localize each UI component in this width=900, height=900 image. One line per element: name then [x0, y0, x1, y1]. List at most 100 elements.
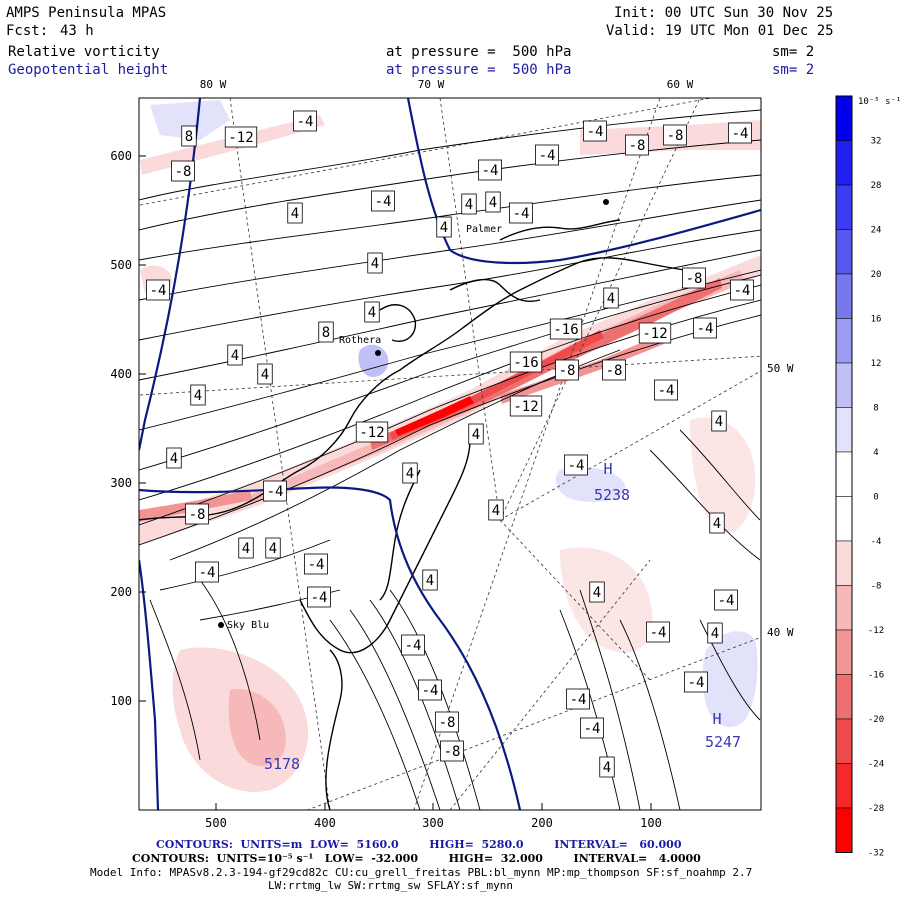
svg-text:-4: -4 [570, 692, 587, 708]
contour-label: -4 [714, 589, 738, 611]
colorbar-label: -32 [868, 849, 884, 859]
svg-text:-4: -4 [688, 675, 705, 691]
vorticity-shading [139, 100, 761, 792]
field1-name: Relative vorticity [8, 44, 160, 60]
contour-label: -12 [224, 126, 258, 148]
colorbar-swatch [835, 674, 853, 720]
contour-label: -8 [185, 503, 209, 525]
colorbar-label: -24 [868, 760, 884, 770]
svg-text:-4: -4 [311, 590, 328, 606]
colorbar-swatch [835, 273, 853, 319]
y-tick-label: 600 [110, 149, 132, 163]
svg-text:-4: -4 [482, 163, 499, 179]
axis-ticks [139, 155, 652, 810]
forecast-label: Fcst: [6, 23, 49, 39]
colorbar-swatch [835, 362, 853, 408]
field2-name: Geopotential height [8, 62, 169, 78]
colorbar-swatch [835, 318, 853, 364]
high-pressure-marker: H [712, 710, 721, 728]
svg-text:-4: -4 [513, 206, 530, 222]
svg-text:-4: -4 [732, 126, 749, 142]
colorbar-label: -16 [868, 671, 884, 681]
svg-text:4: 4 [713, 516, 721, 532]
colorbar-label: -4 [871, 537, 882, 547]
svg-text:-4: -4 [267, 484, 284, 500]
contour-label: 4 [287, 202, 303, 224]
contour-label: -8 [602, 359, 626, 381]
contour-label: -4 [478, 159, 502, 181]
colorbar-swatch [835, 407, 853, 453]
footer-vorticity-contours: CONTOURS: UNITS=10⁻⁵ s⁻¹ LOW= -32.000 HI… [132, 852, 701, 865]
station-marker-rothera [375, 350, 381, 356]
valid-time: Valid: 19 UTC Mon 01 Dec 25 [606, 23, 834, 39]
contour-label: -4 [535, 144, 559, 166]
field2-smoothing: sm= 2 [772, 62, 815, 78]
svg-text:-8: -8 [175, 164, 192, 180]
svg-text:4: 4 [371, 256, 379, 272]
model-title: AMPS Peninsula MPAS [6, 5, 167, 21]
contour-label: 4 [238, 537, 254, 559]
svg-text:4: 4 [492, 503, 500, 519]
contour-label: -4 [646, 621, 670, 643]
svg-text:-8: -8 [444, 744, 461, 760]
contour-label: 4 [707, 622, 723, 644]
contour-label: 4 [166, 447, 182, 469]
y-tick-label: 300 [110, 476, 132, 490]
svg-text:-4: -4 [650, 625, 667, 641]
colorbar-label: 32 [871, 137, 882, 147]
x-tick-label: 400 [314, 816, 336, 830]
svg-text:4: 4 [406, 466, 414, 482]
contour-label: -8 [440, 740, 464, 762]
contour-label: -4 [728, 122, 752, 144]
svg-text:4: 4 [489, 195, 497, 211]
svg-text:4: 4 [465, 197, 473, 213]
contour-label: -4 [304, 553, 328, 575]
contour-label: 4 [461, 193, 477, 215]
colorbar-swatch [835, 184, 853, 230]
station-marker-palmer [603, 199, 609, 205]
svg-text:4: 4 [242, 541, 250, 557]
station-markers [218, 199, 609, 628]
longitude-label: 60 W [667, 78, 694, 91]
svg-text:-8: -8 [559, 363, 576, 379]
x-tick-label: 300 [422, 816, 444, 830]
contour-label: 4 [227, 344, 243, 366]
svg-text:-4: -4 [539, 148, 556, 164]
svg-text:4: 4 [607, 291, 615, 307]
contour-label: 4 [265, 537, 281, 559]
contour-label: -12 [355, 421, 389, 443]
svg-text:-16: -16 [513, 355, 538, 371]
contour-label: 4 [257, 363, 273, 385]
contour-label: -16 [549, 318, 583, 340]
svg-text:-8: -8 [629, 138, 646, 154]
svg-text:-4: -4 [150, 283, 167, 299]
svg-text:-4: -4 [297, 114, 314, 130]
y-tick-label: 200 [110, 585, 132, 599]
contour-labels: 8 -12-4-8-4-8-8 -4-4-44 -4444-44-44844-8-16… [146, 110, 754, 778]
svg-text:-8: -8 [189, 507, 206, 523]
contour-label: 4 [468, 423, 484, 445]
contour-label: 4 [709, 512, 725, 534]
colorbar-label: -20 [868, 715, 884, 725]
contour-label: -8 [555, 359, 579, 381]
init-time: Init: 00 UTC Sun 30 Nov 25 [614, 5, 834, 21]
high-pressure-value: 5247 [705, 733, 741, 751]
colorbar-label: 28 [871, 181, 882, 191]
station-label: Rothera [339, 335, 381, 346]
contour-label: -8 [435, 711, 459, 733]
contour-label: 4 [603, 287, 619, 309]
colorbar-label: -12 [868, 626, 884, 636]
contour-label: -4 [293, 110, 317, 132]
svg-text:-4: -4 [308, 557, 325, 573]
contour-label: -4 [684, 671, 708, 693]
contour-label: 4 [436, 216, 452, 238]
colorbar-swatch [835, 629, 853, 675]
svg-text:-4: -4 [587, 124, 604, 140]
svg-text:4: 4 [368, 305, 376, 321]
contour-label: 4 [367, 252, 383, 274]
contour-label: -4 [509, 202, 533, 224]
contour-label: -4 [730, 279, 754, 301]
contour-label: -8 [663, 124, 687, 146]
colorbar-label: -28 [868, 804, 884, 814]
